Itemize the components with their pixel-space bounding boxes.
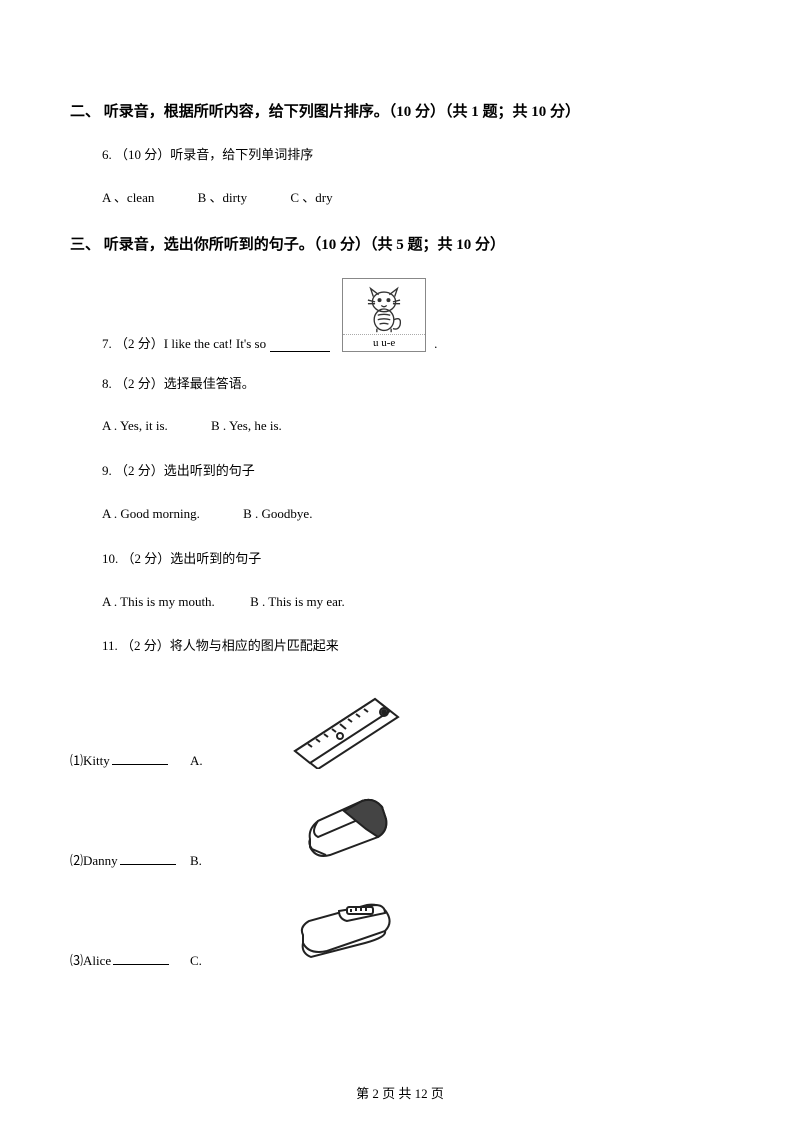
pencil-case-image xyxy=(280,893,410,969)
cat-icon xyxy=(357,284,411,334)
eraser-icon xyxy=(290,789,400,869)
question-10: 10. （2 分）选出听到的句子 xyxy=(102,549,730,570)
q6-opt-c: C 、dry xyxy=(290,190,332,205)
page-footer: 第 2 页 共 12 页 xyxy=(0,1083,800,1102)
match-2-letter: B. xyxy=(190,853,280,869)
question-10-options: A . This is my mouth. B . This is my ear… xyxy=(102,592,730,613)
q7-blank xyxy=(270,338,330,352)
q9-opt-a: A . Good morning. xyxy=(102,506,200,521)
q6-opt-b: B 、dirty xyxy=(198,190,247,205)
match-3-label: ⑶Alice xyxy=(70,950,111,969)
match-2-label: ⑵Danny xyxy=(70,850,118,869)
question-9-options: A . Good morning. B . Goodbye. xyxy=(102,504,730,525)
q7-prefix: 7. （2 分）I like the cat! It's so xyxy=(102,333,266,352)
q8-opt-a: A . Yes, it is. xyxy=(102,418,168,433)
match-row-2: ⑵Danny B. xyxy=(70,779,730,869)
q10-opt-a: A . This is my mouth. xyxy=(102,594,215,609)
section-2-header: 二、 听录音，根据所听内容，给下列图片排序。（10 分）（共 1 题；共 10 … xyxy=(70,100,730,121)
match-1-letter: A. xyxy=(190,753,280,769)
q9-opt-b: B . Goodbye. xyxy=(243,506,312,521)
q6-opt-a: A 、clean xyxy=(102,190,154,205)
pencil-case-icon xyxy=(285,893,405,969)
question-8-options: A . Yes, it is. B . Yes, he is. xyxy=(102,416,730,437)
question-9: 9. （2 分）选出听到的句子 xyxy=(102,461,730,482)
match-row-1: ⑴Kitty A. xyxy=(70,679,730,769)
cat-image-box: u u-e xyxy=(342,278,426,352)
ruler-icon xyxy=(280,689,410,769)
match-1-blank xyxy=(112,751,168,765)
question-8: 8. （2 分）选择最佳答语。 xyxy=(102,374,730,395)
q8-opt-b: B . Yes, he is. xyxy=(211,418,282,433)
cat-box-label: u u-e xyxy=(343,334,425,351)
ruler-image xyxy=(280,689,410,769)
match-2-blank xyxy=(120,851,176,865)
section-3-header: 三、 听录音，选出你所听到的句子。（10 分）（共 5 题；共 10 分） xyxy=(70,233,730,254)
question-6-options: A 、clean B 、dirty C 、dry xyxy=(102,188,730,209)
question-11: 11. （2 分）将人物与相应的图片匹配起来 xyxy=(102,636,730,657)
match-3-blank xyxy=(113,951,169,965)
question-6: 6. （10 分）听录音，给下列单词排序 xyxy=(102,145,730,166)
match-3-letter: C. xyxy=(190,953,280,969)
eraser-image xyxy=(280,789,410,869)
match-row-3: ⑶Alice C. xyxy=(70,879,730,969)
q7-suffix: . xyxy=(434,336,437,352)
match-1-label: ⑴Kitty xyxy=(70,750,110,769)
question-7: 7. （2 分）I like the cat! It's so u u-e . xyxy=(102,278,730,352)
q10-opt-b: B . This is my ear. xyxy=(250,594,345,609)
